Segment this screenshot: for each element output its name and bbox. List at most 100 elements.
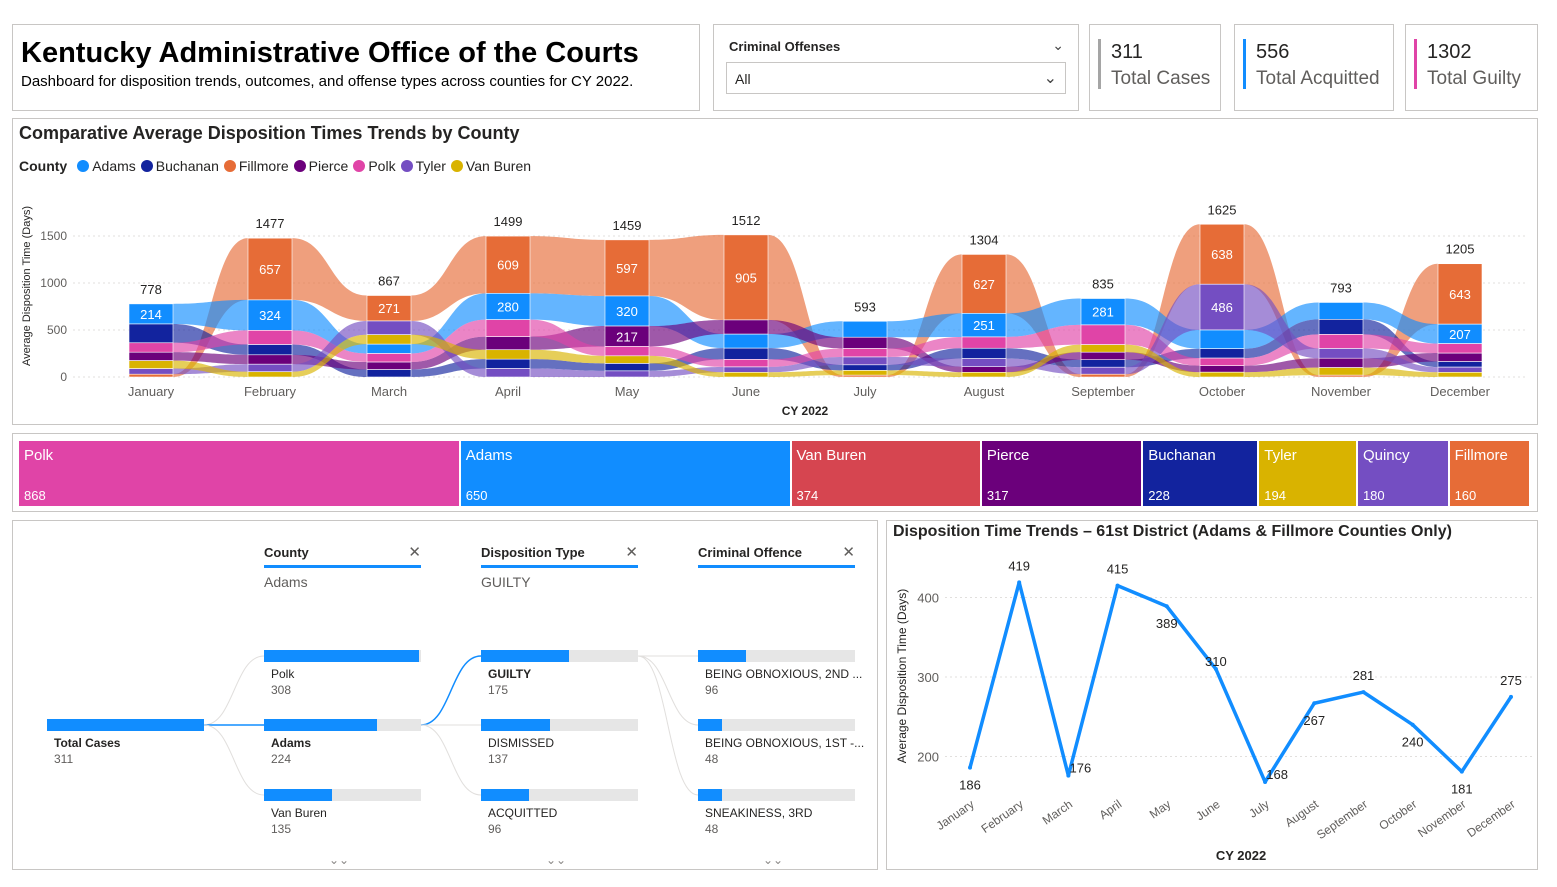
bar-polk[interactable] [723, 359, 769, 368]
bar-pierce[interactable] [1080, 351, 1126, 361]
bar-buchanan[interactable] [128, 323, 174, 344]
bar-pierce[interactable] [961, 366, 1007, 373]
bar-polk[interactable] [604, 346, 650, 357]
data-point[interactable] [1213, 667, 1218, 672]
data-point[interactable] [1312, 701, 1317, 706]
legend-item-tyler[interactable]: Tyler [400, 158, 446, 174]
bar-adams[interactable] [604, 295, 650, 327]
bar-tyler[interactable] [604, 370, 650, 378]
data-point[interactable] [1509, 694, 1513, 699]
bar-adams[interactable] [1318, 302, 1364, 320]
treemap-tile-pierce[interactable]: Pierce 317 [981, 441, 1142, 506]
bar-buchanan[interactable] [604, 363, 650, 372]
bar-buchanan[interactable] [1080, 359, 1126, 368]
chevron-down-icon[interactable]: ⌄ [1052, 37, 1064, 53]
bar-tyler[interactable] [247, 363, 293, 373]
bar-polk[interactable] [1199, 357, 1245, 366]
bar-van-buren[interactable] [961, 372, 1007, 378]
data-point[interactable] [1017, 580, 1022, 585]
bar-van-buren[interactable] [842, 370, 888, 376]
bar-van-buren[interactable] [1199, 371, 1245, 378]
bar-pierce[interactable] [723, 319, 769, 335]
bar-adams[interactable] [1199, 329, 1245, 350]
bar-polk[interactable] [128, 342, 174, 353]
bar-fillmore[interactable] [1080, 373, 1126, 378]
bar-polk[interactable] [842, 348, 888, 358]
bar-adams[interactable] [485, 293, 531, 320]
bar-pierce[interactable] [1318, 357, 1364, 368]
bar-van-buren[interactable] [604, 355, 650, 364]
bar-buchanan[interactable] [723, 347, 769, 360]
bar-fillmore[interactable] [366, 295, 412, 322]
legend-item-fillmore[interactable]: Fillmore [223, 158, 289, 174]
bar-tyler[interactable] [1080, 366, 1126, 375]
bar-fillmore[interactable] [1199, 223, 1245, 285]
bar-van-buren[interactable] [128, 360, 174, 369]
bar-van-buren[interactable] [1437, 372, 1483, 378]
bar-polk[interactable] [1318, 334, 1364, 349]
bar-pierce[interactable] [1199, 365, 1245, 373]
criminal-offenses-dropdown[interactable]: All ⌄ [726, 62, 1066, 94]
close-icon[interactable]: ✕ [625, 544, 638, 561]
bar-buchanan[interactable] [1437, 361, 1483, 368]
series-line[interactable] [968, 580, 1513, 784]
bar-pierce[interactable] [1437, 352, 1483, 362]
bar-pierce[interactable] [485, 336, 531, 351]
bar-van-buren[interactable] [1080, 344, 1126, 353]
legend-item-van-buren[interactable]: Van Buren [450, 158, 531, 174]
bar-tyler[interactable] [842, 356, 888, 366]
bar-polk[interactable] [961, 336, 1007, 349]
bar-buchanan[interactable] [1199, 348, 1245, 359]
bar-tyler[interactable] [723, 366, 769, 373]
bar-van-buren[interactable] [485, 349, 531, 360]
treemap-tile-polk[interactable]: Polk 868 [19, 441, 459, 506]
close-icon[interactable]: ✕ [408, 544, 421, 561]
data-point[interactable] [1263, 779, 1268, 784]
data-point[interactable] [1066, 773, 1071, 778]
bar-fillmore[interactable] [961, 254, 1007, 314]
legend-item-buchanan[interactable]: Buchanan [140, 158, 219, 174]
treemap-tile-adams[interactable]: Adams 650 [460, 441, 790, 506]
bar-van-buren[interactable] [723, 372, 769, 378]
bar-polk[interactable] [247, 330, 293, 345]
bar-pierce[interactable] [247, 354, 293, 365]
treemap-tile-fillmore[interactable]: Fillmore 160 [1449, 441, 1529, 506]
bar-fillmore[interactable] [485, 235, 531, 294]
treemap-tile-tyler[interactable]: Tyler 194 [1259, 441, 1356, 506]
bar-polk[interactable] [1437, 343, 1483, 354]
bar-adams[interactable] [1080, 298, 1126, 326]
bar-tyler[interactable] [485, 368, 531, 378]
bar-polk[interactable] [1080, 324, 1126, 345]
expand-more-icon[interactable]: ⌄⌄ [763, 853, 784, 867]
bar-van-buren[interactable] [1318, 367, 1364, 376]
legend-item-pierce[interactable]: Pierce [293, 158, 348, 174]
bar-polk[interactable] [485, 319, 531, 337]
legend-item-adams[interactable]: Adams [77, 158, 136, 174]
bar-adams[interactable] [247, 299, 293, 331]
data-point[interactable] [968, 765, 972, 770]
treemap-tile-van-buren[interactable]: Van Buren 374 [791, 441, 980, 506]
bar-pierce[interactable] [128, 351, 174, 361]
bar-tyler[interactable] [128, 368, 174, 375]
bar-van-buren[interactable] [366, 334, 412, 345]
bar-tyler[interactable] [1318, 348, 1364, 359]
bar-pierce[interactable] [366, 361, 412, 370]
bar-fillmore[interactable] [604, 239, 650, 297]
data-point[interactable] [1410, 722, 1415, 727]
expand-more-icon[interactable]: ⌄⌄ [546, 853, 567, 867]
bar-adams[interactable] [366, 343, 412, 354]
bar-pierce[interactable] [842, 336, 888, 349]
bar-tyler[interactable] [366, 320, 412, 335]
bar-fillmore[interactable] [723, 234, 769, 321]
bar-buchanan[interactable] [366, 369, 412, 378]
data-point[interactable] [1459, 769, 1464, 774]
bar-buchanan[interactable] [961, 347, 1007, 359]
data-point[interactable] [1164, 604, 1169, 609]
bar-polk[interactable] [366, 353, 412, 363]
treemap-tile-quincy[interactable]: Quincy 180 [1357, 441, 1448, 506]
bar-adams[interactable] [842, 320, 888, 338]
bar-tyler[interactable] [1199, 283, 1245, 331]
bar-tyler[interactable] [961, 358, 1007, 367]
bar-fillmore[interactable] [247, 237, 293, 301]
data-point[interactable] [1115, 583, 1120, 588]
